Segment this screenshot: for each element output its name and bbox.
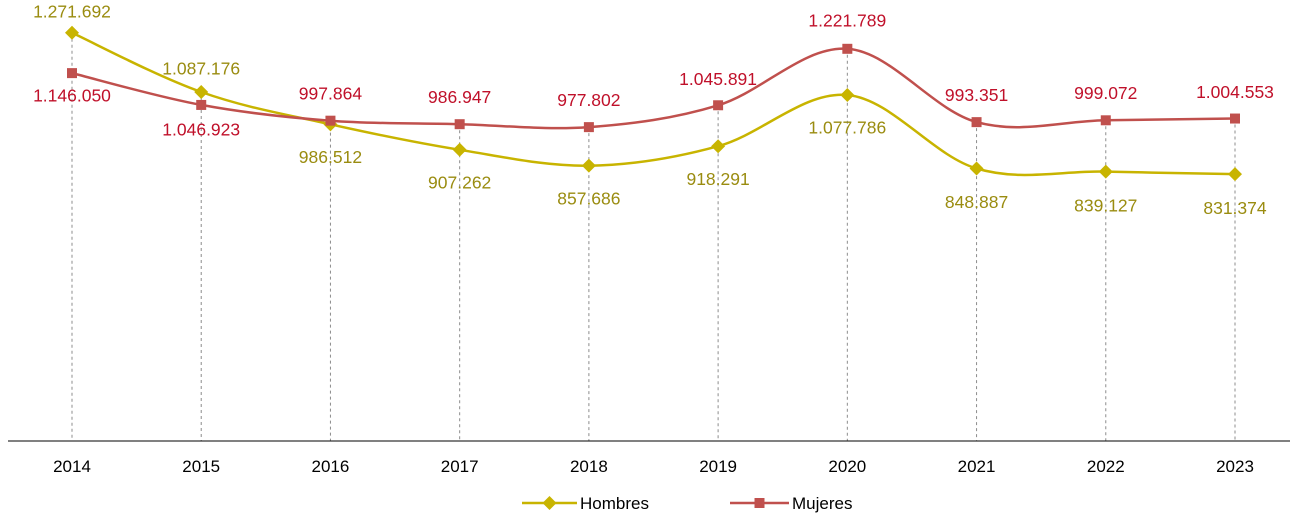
data-label-mujeres: 1.045.891 [679,69,757,89]
data-label-hombres: 839.127 [1074,195,1137,215]
data-label-hombres: 857.686 [557,188,620,208]
data-point-mujeres [196,99,207,110]
data-labels: 1.271.692 1.087.176 986.512 907.262 857.686 9… [33,1,1274,217]
x-tick-label: 2022 [1087,457,1125,476]
data-label-mujeres: 1.004.553 [1196,82,1274,102]
data-point-mujeres [583,122,594,133]
data-label-mujeres: 999.072 [1074,83,1137,103]
data-label-hombres: 986.512 [299,147,362,167]
x-tick-label: 2017 [441,457,479,476]
data-point-mujeres [842,43,853,54]
x-tick-label: 2020 [828,457,866,476]
data-point-hombres [452,142,467,157]
x-tick-label: 2015 [182,457,220,476]
data-point-mujeres [454,119,465,130]
data-point-hombres [711,139,726,154]
legend: Hombres Mujeres [522,494,852,513]
data-label-hombres: 918.291 [686,169,749,189]
data-label-hombres: 1.077.786 [808,118,886,138]
data-point-mujeres [325,115,336,126]
x-tick-label: 2014 [53,457,91,476]
x-tick-label: 2018 [570,457,608,476]
legend-item-mujeres: Mujeres [730,494,852,513]
x-tick-label: 2023 [1216,457,1254,476]
data-point-hombres [840,88,855,103]
data-label-hombres: 848.887 [945,192,1008,212]
data-label-hombres: 831.374 [1203,198,1267,218]
data-label-hombres: 1.271.692 [33,1,111,21]
series-lines [65,25,1242,182]
data-point-hombres [969,161,984,176]
legend-label: Mujeres [792,494,852,513]
data-label-mujeres: 1.221.789 [808,10,886,30]
data-label-mujeres: 977.802 [557,90,620,110]
data-point-hombres [581,158,596,173]
vertical-guide-lines [71,32,1236,441]
series-line-mujeres [71,47,1236,130]
x-tick-label: 2016 [312,457,350,476]
x-axis-tick-labels: 2014 2015 2016 2017 2018 2019 2020 2021 2022 2023 [53,457,1254,476]
data-point-mujeres [1100,115,1111,126]
data-point-mujeres [971,117,982,128]
data-label-hombres: 1.087.176 [162,59,240,79]
data-label-mujeres: 986.947 [428,87,491,107]
data-label-mujeres: 1.046.923 [162,120,240,140]
x-tick-label: 2021 [958,457,996,476]
legend-item-hombres: Hombres [522,494,649,513]
data-label-mujeres: 997.864 [299,83,363,103]
x-tick-label: 2019 [699,457,737,476]
data-point-hombres [194,85,209,100]
data-point-hombres [1228,167,1242,182]
data-label-mujeres: 993.351 [945,85,1008,105]
data-label-hombres: 907.262 [428,172,491,192]
data-point-hombres [1098,164,1113,179]
data-point-mujeres [1230,113,1240,124]
legend-marker-hombres [542,496,557,510]
legend-label: Hombres [580,494,649,513]
legend-marker-mujeres [754,498,765,508]
data-point-hombres [65,25,79,40]
data-point-mujeres [713,100,724,111]
data-label-mujeres: 1.146.050 [33,86,111,106]
series-line-hombres [71,31,1236,177]
data-point-mujeres [67,68,77,79]
